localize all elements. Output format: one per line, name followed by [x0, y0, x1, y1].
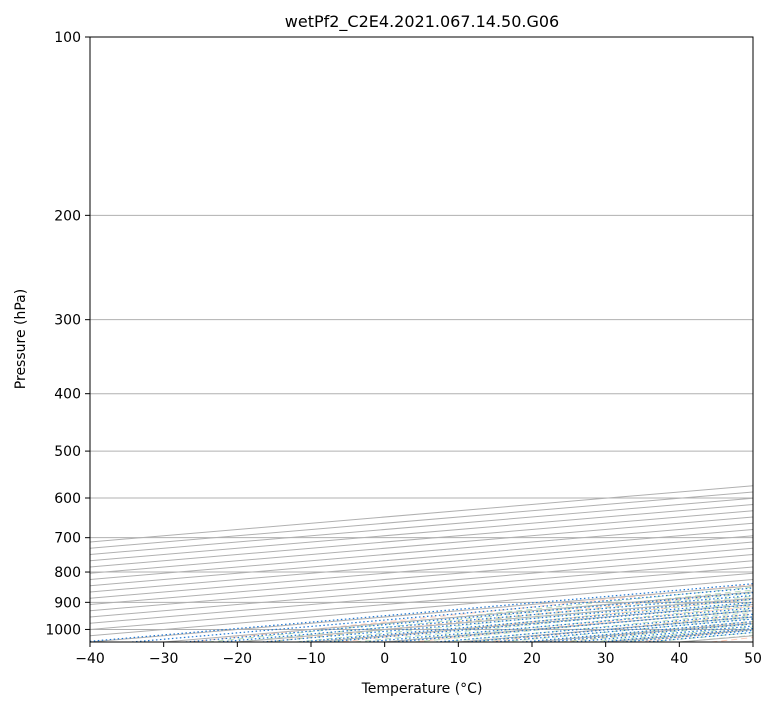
- moist-adiabat: [296, 595, 753, 642]
- isotherm-line: [90, 528, 753, 587]
- chart-title: wetPf2_C2E4.2021.067.14.50.G06: [285, 12, 559, 32]
- x-tick-label: −40: [75, 651, 105, 667]
- x-tick-label: −20: [223, 651, 253, 667]
- y-tick-label: 200: [54, 208, 81, 224]
- isotherm-line: [90, 541, 753, 599]
- x-tick-label: 50: [744, 651, 762, 667]
- x-tick-label: −10: [296, 651, 326, 667]
- isotherm-line: [90, 535, 753, 593]
- y-tick-label: 1000: [45, 622, 81, 638]
- mixing-ratio-line: [326, 604, 753, 642]
- axes: −40 −30 −20 −10 0 10 20 30 40 50 100 200 300 400 500 60…: [45, 30, 762, 667]
- y-tick-label: 700: [54, 531, 81, 547]
- y-tick-label: 400: [54, 387, 81, 403]
- x-tick-label: 10: [449, 651, 467, 667]
- isotherm-line: [90, 497, 753, 556]
- isotherm-line: [90, 522, 753, 581]
- moist-adiabat: [266, 592, 753, 642]
- isotherm-line: [90, 547, 753, 606]
- x-tick-label: −30: [149, 651, 179, 667]
- x-tick-label: 40: [670, 651, 688, 667]
- isotherm-line: [90, 503, 753, 562]
- x-axis-label: Temperature (°C): [361, 681, 483, 697]
- y-tick-label: 800: [54, 565, 81, 581]
- plot-frame: [89, 36, 754, 643]
- background-lines: [90, 37, 753, 642]
- x-tick-label: 30: [597, 651, 615, 667]
- mixing-ratio-line: [299, 601, 753, 642]
- y-tick-label: 300: [54, 313, 81, 329]
- isotherm-line: [90, 516, 753, 574]
- x-tick-label: 0: [380, 651, 389, 667]
- mixing-ratio-line: [90, 583, 753, 642]
- y-tick-label: 900: [54, 595, 81, 611]
- y-tick-label: 100: [54, 30, 81, 46]
- isotherm-line: [90, 510, 753, 568]
- x-tick-label: 20: [523, 651, 541, 667]
- y-tick-label: 600: [54, 491, 81, 507]
- y-tick-label: 500: [54, 444, 81, 460]
- y-axis-label: Pressure (hPa): [13, 289, 29, 389]
- mixing-ratio-line: [365, 607, 753, 642]
